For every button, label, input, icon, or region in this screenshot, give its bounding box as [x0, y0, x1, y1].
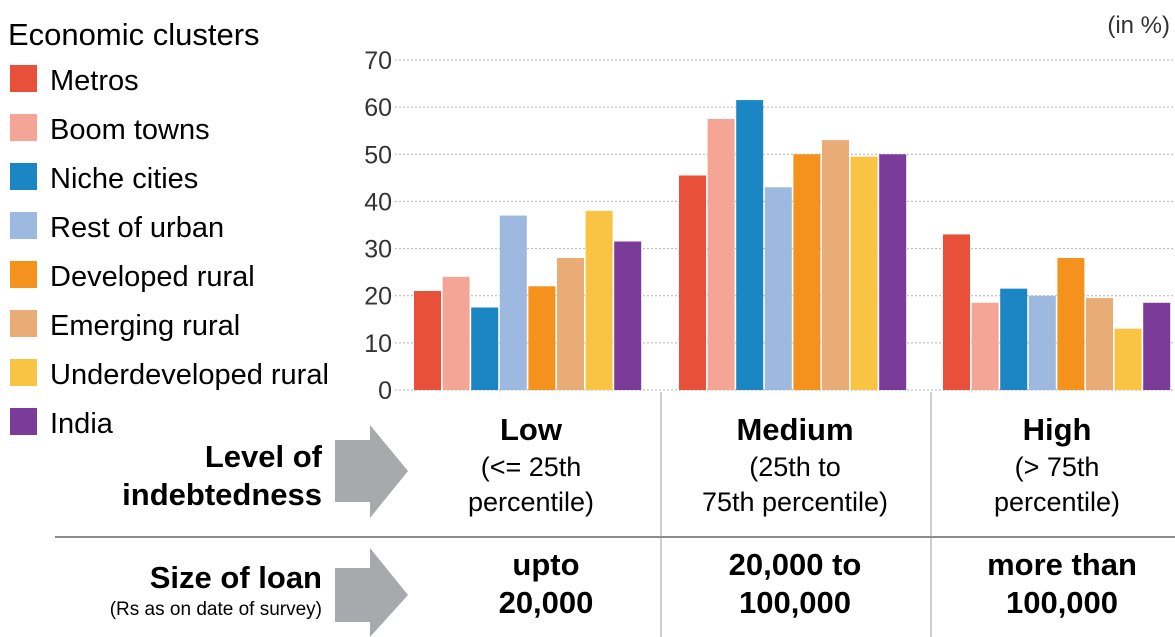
bar-boom-towns-low: [442, 276, 470, 390]
legend-label: Developed rural: [50, 261, 255, 293]
legend-label: Emerging rural: [50, 310, 240, 342]
legend-swatch: [10, 261, 37, 288]
bar-developed-rural-medium: [793, 154, 821, 390]
category-low-name: Low: [500, 412, 563, 447]
unit-label: (in %): [1107, 12, 1170, 39]
bar-metros-medium: [679, 175, 706, 390]
bar-rest-of-urban-low: [499, 215, 527, 390]
bar-rest-of-urban-high: [1028, 295, 1056, 390]
y-tick-label: 0: [378, 377, 392, 405]
category-low-desc2: percentile): [468, 487, 594, 517]
arrow-right-icon: [335, 425, 408, 518]
bar-india-medium: [879, 154, 907, 390]
bar-rest-of-urban-medium: [764, 187, 792, 390]
legend-label: Boom towns: [50, 114, 210, 146]
bar-emerging-rural-high: [1086, 298, 1113, 390]
y-tick-label: 60: [364, 94, 392, 122]
arrow-right-icon: [335, 548, 408, 637]
bars: [414, 100, 1171, 391]
bar-niche-cities-medium: [736, 100, 764, 391]
bar-developed-rural-low: [528, 286, 556, 390]
loan-high-line1: more than: [987, 547, 1137, 582]
loan-subtitle: (Rs as on date of survey): [110, 599, 322, 620]
bar-india-high: [1143, 302, 1171, 390]
loan-high-line2: 100,000: [1006, 585, 1118, 620]
loan-medium-line1: 20,000 to: [729, 547, 862, 582]
legend-title: Economic clusters: [8, 17, 260, 52]
legend-label: Metros: [50, 65, 139, 97]
legend-swatch: [10, 65, 37, 92]
bar-boom-towns-high: [971, 302, 999, 390]
loan-low-line1: upto: [512, 547, 579, 582]
legend-label: Rest of urban: [50, 212, 224, 244]
category-medium-desc2: 75th percentile): [702, 487, 888, 517]
category-low-desc1: (<= 25th: [481, 452, 582, 482]
legend-swatch: [10, 408, 37, 435]
legend-swatch: [10, 359, 37, 386]
loan-medium-line2: 100,000: [739, 585, 851, 620]
category-high-desc1: (> 75th: [1015, 452, 1100, 482]
y-tick-label: 30: [364, 236, 392, 264]
y-tick-label: 40: [364, 188, 392, 216]
level-title-line1: Level of: [205, 439, 323, 474]
bar-boom-towns-medium: [707, 118, 735, 390]
bar-emerging-rural-medium: [822, 140, 849, 390]
y-axis-ticks: 0 10 20 30 40 50 60 70: [364, 47, 392, 405]
level-title-line2: indebtedness: [122, 477, 322, 512]
y-tick-label: 10: [364, 330, 392, 358]
legend-label: Underdeveloped rural: [50, 359, 329, 391]
bar-emerging-rural-low: [557, 258, 584, 390]
legend-label: India: [50, 408, 114, 440]
bar-niche-cities-low: [471, 307, 499, 390]
bar-underdeveloped-rural-high: [1114, 328, 1142, 390]
y-tick-label: 50: [364, 141, 392, 169]
y-tick-label: 70: [364, 47, 392, 75]
legend-swatch: [10, 114, 37, 141]
bar-niche-cities-high: [1000, 288, 1028, 390]
legend-swatch: [10, 310, 37, 337]
bar-metros-high: [943, 234, 970, 390]
bar-metros-low: [414, 291, 441, 390]
bar-underdeveloped-rural-medium: [850, 156, 878, 390]
category-medium-name: Medium: [736, 412, 853, 447]
bar-india-low: [614, 241, 642, 390]
y-tick-label: 20: [364, 283, 392, 311]
legend-swatch: [10, 163, 37, 190]
legend: Metros Boom towns Niche cities Rest of urba…: [10, 65, 329, 440]
loan-title: Size of loan: [150, 560, 322, 595]
bar-underdeveloped-rural-low: [585, 210, 613, 390]
category-high-name: High: [1023, 412, 1092, 447]
category-high-desc2: percentile): [994, 487, 1120, 517]
legend-swatch: [10, 212, 37, 239]
legend-label: Niche cities: [50, 163, 198, 195]
loan-low-line2: 20,000: [499, 585, 594, 620]
bar-developed-rural-high: [1057, 258, 1085, 390]
category-medium-desc1: (25th to: [749, 452, 841, 482]
